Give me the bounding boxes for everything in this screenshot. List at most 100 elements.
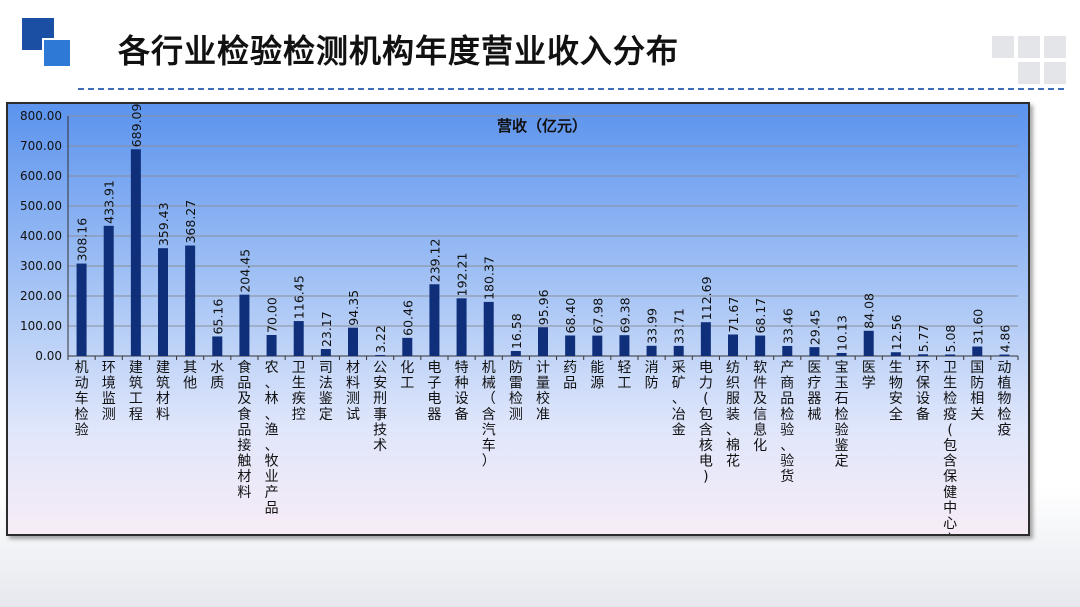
data-label: 112.69 <box>699 276 714 320</box>
y-tick-label: 400.00 <box>20 229 62 243</box>
bar <box>239 294 250 356</box>
category-label: 建筑工程 <box>129 360 143 423</box>
bar <box>158 248 168 356</box>
data-label: 308.16 <box>75 218 90 262</box>
bar <box>483 301 494 356</box>
bar <box>918 354 928 356</box>
bar <box>320 349 331 356</box>
y-tick-label: 200.00 <box>20 289 62 303</box>
bar <box>999 354 1010 356</box>
category-label: 公安刑事技术 <box>373 360 387 454</box>
y-tick-label: 500.00 <box>20 199 62 213</box>
bar <box>565 335 576 356</box>
data-label: 33.71 <box>672 308 687 344</box>
category-label: 消防 <box>645 360 659 392</box>
bar <box>375 355 386 356</box>
bar <box>538 327 548 356</box>
data-label: 16.58 <box>509 313 524 349</box>
data-label: 689.09 <box>129 104 144 147</box>
bar <box>185 245 196 356</box>
data-label: 70.00 <box>265 297 280 333</box>
data-label: 368.27 <box>183 200 198 244</box>
category-label: 医学 <box>862 360 876 392</box>
category-label: 能源 <box>590 360 604 392</box>
bar <box>510 351 521 356</box>
category-label: 医疗器械 <box>807 360 821 423</box>
data-label: 5.77 <box>916 324 931 352</box>
category-label: 宝玉石检验鉴定 <box>835 360 849 470</box>
category-label: 采矿、冶金 <box>672 360 686 438</box>
chart-panel: 0.00 100.00 200.00 300.00 400.00 500.00 600.00… <box>6 102 1030 548</box>
y-tick-label: 600.00 <box>20 169 62 183</box>
category-label: 机械（含汽车） <box>482 360 496 470</box>
data-label: 60.46 <box>400 300 415 336</box>
bar <box>673 345 684 356</box>
data-label: 94.35 <box>346 290 361 326</box>
data-label: 29.45 <box>807 309 822 345</box>
category-label: 防雷检测 <box>509 360 523 423</box>
bar <box>293 321 304 356</box>
y-tick-label: 0.00 <box>35 349 62 363</box>
data-label: 68.40 <box>563 298 578 334</box>
category-label: 动植物检疫 <box>997 360 1011 438</box>
chart-title: 营收（亿元） <box>497 117 587 135</box>
category-label: 食品及食品接触材料 <box>237 359 251 501</box>
bar <box>700 322 711 356</box>
bar <box>456 298 467 356</box>
category-label: 生物安全 <box>889 360 903 423</box>
data-label: 180.37 <box>482 256 497 300</box>
bar <box>130 149 141 356</box>
category-label: 农、林、渔、牧业产品 <box>265 360 279 516</box>
bar <box>646 345 657 356</box>
category-label: 环境监测 <box>102 360 116 423</box>
bar <box>212 336 223 356</box>
decorative-squares <box>992 36 1072 108</box>
category-label: 其他 <box>183 360 197 392</box>
bar <box>266 335 277 356</box>
bar <box>728 334 738 356</box>
category-label: 轻工 <box>617 360 631 392</box>
category-label: 卫生检疫(包含保健中心) <box>943 360 957 534</box>
data-label: 5.08 <box>943 325 958 353</box>
category-label: 建筑材料 <box>156 360 170 423</box>
bar <box>755 335 766 356</box>
category-label: 材料测试 <box>346 360 360 423</box>
category-label: 机动车检验 <box>75 360 89 438</box>
y-tick-label: 300.00 <box>20 259 62 273</box>
bar <box>619 335 630 356</box>
category-label: 卫生疾控 <box>292 360 306 423</box>
bar <box>76 263 87 356</box>
category-label: 药品 <box>563 360 577 392</box>
x-axis: 机动车检验环境监测建筑工程建筑材料其他水质食品及食品接触材料农、林、渔、牧业产品… <box>67 356 1019 548</box>
data-label: 4.86 <box>997 325 1012 353</box>
title-divider <box>78 88 1064 90</box>
data-label: 433.91 <box>102 180 117 224</box>
bar <box>782 345 793 356</box>
data-label: 71.67 <box>726 297 741 333</box>
y-tick-label: 700.00 <box>20 139 62 153</box>
data-label: 84.08 <box>862 293 877 329</box>
data-label: 23.17 <box>319 311 334 347</box>
data-label: 31.60 <box>970 309 985 345</box>
category-label: 国防相关 <box>970 360 984 423</box>
category-label: 司法鉴定 <box>319 360 333 423</box>
data-label: 95.96 <box>536 289 551 325</box>
category-label: 水质 <box>210 360 224 392</box>
bar <box>945 354 956 356</box>
category-label: 化工 <box>400 360 414 392</box>
data-label: 3.22 <box>373 325 388 353</box>
bar <box>809 347 820 356</box>
bar <box>103 225 114 356</box>
bar <box>429 284 440 356</box>
logo-icon <box>22 18 74 70</box>
bars: 308.16 433.91 689.09 359.43 368.27 65.16 204.4… <box>75 103 1012 356</box>
bar <box>890 352 901 356</box>
bar-chart: 0.00 100.00 200.00 300.00 400.00 500.00 600.00… <box>20 103 1019 548</box>
y-tick-label: 100.00 <box>20 319 62 333</box>
y-tick-label: 800.00 <box>20 109 62 123</box>
y-axis: 0.00 100.00 200.00 300.00 400.00 500.00 600.00… <box>20 109 1018 363</box>
bar <box>592 335 603 356</box>
bar <box>836 352 847 356</box>
data-label: 68.17 <box>753 298 768 334</box>
data-label: 67.98 <box>590 298 605 334</box>
